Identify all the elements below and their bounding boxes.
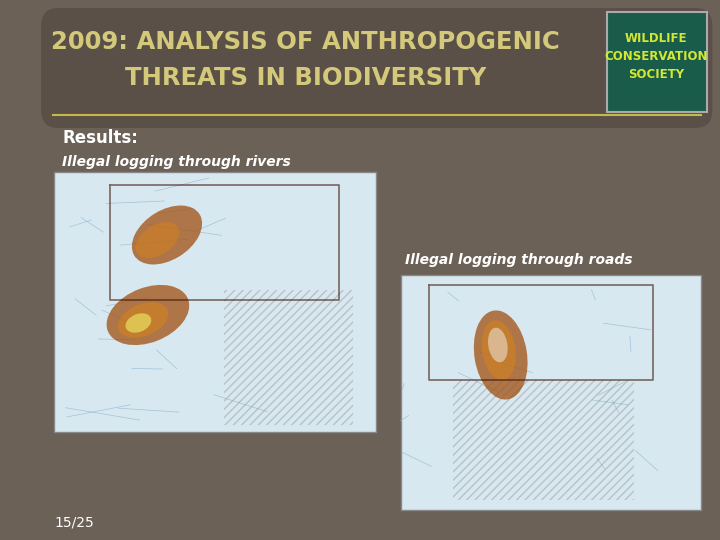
Ellipse shape <box>474 310 528 400</box>
Text: Results:: Results: <box>62 129 138 147</box>
Ellipse shape <box>482 320 516 380</box>
Ellipse shape <box>118 302 168 338</box>
Ellipse shape <box>132 206 202 265</box>
Text: 15/25: 15/25 <box>55 515 94 529</box>
FancyBboxPatch shape <box>41 8 712 532</box>
Text: THREATS IN BIODIVERSITY: THREATS IN BIODIVERSITY <box>125 66 486 90</box>
Text: Illegal logging through roads: Illegal logging through roads <box>405 253 633 267</box>
Ellipse shape <box>107 285 189 345</box>
FancyBboxPatch shape <box>400 275 701 510</box>
Ellipse shape <box>488 328 508 362</box>
FancyBboxPatch shape <box>606 12 706 112</box>
Text: Illegal logging through rivers: Illegal logging through rivers <box>62 155 291 169</box>
Text: WILDLIFE: WILDLIFE <box>625 31 688 44</box>
Text: 2009: ANALYSIS OF ANTHROPOGENIC: 2009: ANALYSIS OF ANTHROPOGENIC <box>51 30 559 54</box>
Text: CONSERVATION: CONSERVATION <box>604 50 708 63</box>
Ellipse shape <box>125 313 151 333</box>
Text: SOCIETY: SOCIETY <box>628 68 684 80</box>
Ellipse shape <box>135 222 179 258</box>
FancyBboxPatch shape <box>55 172 376 432</box>
FancyBboxPatch shape <box>41 8 712 128</box>
